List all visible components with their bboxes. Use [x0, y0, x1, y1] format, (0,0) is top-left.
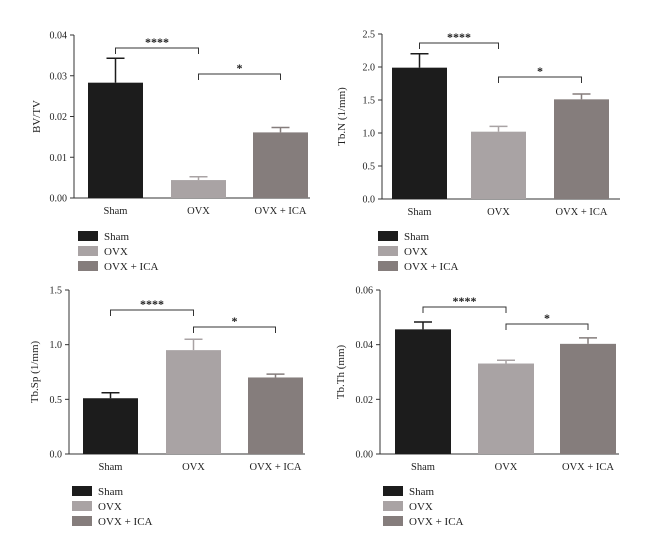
y-tick-label: 0.04	[356, 340, 374, 351]
category-label: Sham	[408, 207, 432, 218]
significance-label: *	[544, 311, 550, 325]
bar-sham	[392, 67, 447, 199]
y-tick-label: 0.5	[363, 162, 376, 173]
significance-label: *	[237, 61, 243, 75]
significance-label: ****	[140, 297, 164, 311]
category-label: OVX	[187, 206, 210, 217]
significance-label: *	[232, 314, 238, 328]
y-axis-title: Tb.N (1/mm)	[336, 87, 348, 146]
chart-panel-4: 0.00 0.02 0.04 0.06 Tb.Th (mm) Sham OVX OVX + I…	[335, 286, 619, 528]
legend: Sham OVX OVX + ICA	[78, 231, 159, 273]
legend-label: Sham	[98, 486, 124, 498]
y-tick-label: 0.06	[356, 286, 374, 297]
significance-bracket	[110, 309, 194, 316]
y-axis-title: BV/TV	[31, 100, 43, 133]
y-tick-label: 1.0	[50, 340, 63, 351]
legend-label: Sham	[104, 231, 130, 243]
category-label: OVX	[182, 462, 205, 473]
legend: Sham OVX OVX + ICA	[383, 486, 464, 528]
category-label: OVX	[487, 207, 510, 218]
y-tick-label: 1.5	[50, 286, 63, 297]
legend-label: OVX	[104, 246, 128, 258]
y-tick-label: 0.00	[356, 450, 374, 461]
category-label: Sham	[104, 206, 128, 217]
legend-label: OVX	[409, 501, 433, 513]
significance-bracket	[505, 323, 589, 330]
significance-bracket	[422, 306, 507, 313]
significance-bracket	[193, 326, 276, 333]
bar-ovx	[478, 363, 534, 454]
significance-label: *	[537, 64, 543, 78]
category-label: OVX	[495, 462, 518, 473]
bar-sham	[88, 82, 143, 198]
category-label: OVX + ICA	[555, 207, 607, 218]
category-label: OVX + ICA	[249, 462, 301, 473]
y-tick-label: 0.0	[50, 450, 63, 461]
legend-label: OVX	[404, 246, 428, 258]
significance-label: ****	[447, 30, 471, 44]
legend-swatch	[78, 246, 98, 256]
bar-ovx	[171, 180, 226, 198]
significance-label: ****	[453, 294, 477, 308]
bar-ovx-ica	[253, 132, 308, 198]
legend-swatch	[72, 516, 92, 526]
y-tick-label: 0.01	[50, 153, 68, 164]
legend-label: OVX	[98, 501, 122, 513]
category-label: OVX + ICA	[254, 206, 306, 217]
y-tick-label: 0.02	[356, 395, 374, 406]
significance-bracket	[498, 76, 582, 83]
chart-panel-3: 0.0 0.5 1.0 1.5 Tb.Sp (1/mm) Sham OVX OVX + ICA…	[29, 286, 305, 528]
legend-swatch	[383, 516, 403, 526]
y-axis-title: Tb.Sp (1/mm)	[29, 341, 41, 404]
category-label: Sham	[99, 462, 123, 473]
y-tick-label: 0.5	[50, 395, 63, 406]
chart-panel-2: 0.0 0.5 1.0 1.5 2.0 2.5 Tb.N (1/mm) Sham OVX OVX …	[336, 30, 620, 273]
legend-label: Sham	[409, 486, 435, 498]
significance-bracket	[419, 42, 499, 49]
legend-label: Sham	[404, 231, 430, 243]
y-tick-label: 1.5	[363, 96, 376, 107]
category-label: OVX + ICA	[562, 462, 614, 473]
legend-swatch	[383, 486, 403, 496]
legend-label: OVX + ICA	[98, 516, 153, 528]
legend-swatch	[72, 486, 92, 496]
y-tick-label: 1.0	[363, 129, 376, 140]
y-tick-label: 0.00	[50, 194, 68, 205]
legend-swatch	[378, 231, 398, 241]
legend-swatch	[378, 246, 398, 256]
bar-ovx	[166, 350, 221, 454]
bar-sham	[395, 329, 451, 454]
y-tick-label: 0.02	[50, 112, 68, 123]
y-axis-title: Tb.Th (mm)	[335, 344, 347, 399]
significance-bracket	[198, 73, 281, 80]
bar-sham	[83, 398, 138, 454]
legend: Sham OVX OVX + ICA	[72, 486, 153, 528]
y-tick-label: 0.04	[50, 31, 68, 42]
bar-ovx	[471, 131, 526, 199]
legend-swatch	[378, 261, 398, 271]
legend-label: OVX + ICA	[104, 261, 159, 273]
bar-ovx-ica	[560, 343, 616, 454]
legend-swatch	[383, 501, 403, 511]
y-tick-label: 2.0	[363, 63, 376, 74]
chart-panel-1: 0.00 0.01 0.02 0.03 0.04 BV/TV Sham OVX OVX + IC…	[31, 31, 310, 273]
legend-label: OVX + ICA	[404, 261, 459, 273]
bar-ovx-ica	[554, 99, 609, 199]
legend: Sham OVX OVX + ICA	[378, 231, 459, 273]
significance-bracket	[115, 47, 199, 54]
significance-label: ****	[145, 35, 169, 49]
legend-swatch	[78, 261, 98, 271]
legend-swatch	[72, 501, 92, 511]
y-tick-label: 2.5	[363, 30, 376, 41]
legend-swatch	[78, 231, 98, 241]
y-tick-label: 0.0	[363, 195, 376, 206]
legend-label: OVX + ICA	[409, 516, 464, 528]
bar-ovx-ica	[248, 377, 303, 454]
y-tick-label: 0.03	[50, 71, 68, 82]
category-label: Sham	[411, 462, 435, 473]
